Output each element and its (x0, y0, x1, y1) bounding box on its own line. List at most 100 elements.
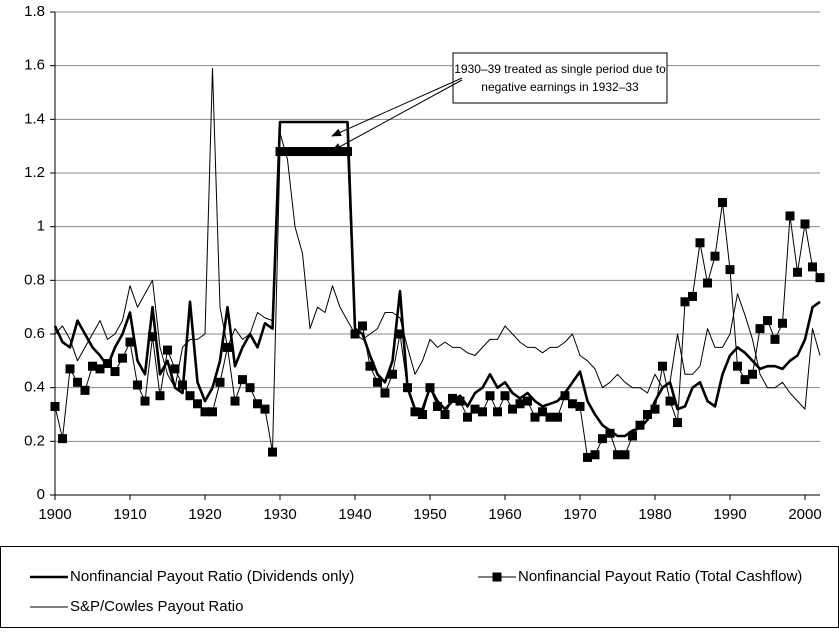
data-point (763, 316, 772, 326)
data-point (170, 364, 180, 374)
x-tick-label: 1900 (38, 506, 71, 523)
data-point (613, 450, 622, 460)
data-point (680, 297, 690, 307)
data-point (373, 377, 382, 387)
data-point (155, 391, 165, 401)
data-point (725, 265, 735, 275)
data-point (193, 399, 202, 409)
data-point (50, 401, 60, 411)
data-point (290, 147, 300, 157)
data-point (770, 334, 780, 344)
data-point (335, 147, 345, 157)
y-tick-label: 1.6 (24, 57, 45, 74)
data-point (95, 364, 105, 374)
x-tick-label: 1940 (338, 506, 371, 523)
data-point (643, 410, 652, 419)
data-point (110, 367, 120, 377)
data-point (530, 412, 540, 422)
y-tick-label: 1.4 (24, 110, 45, 127)
legend-label: Nonfinancial Payout Ratio (Total Cashflo… (518, 568, 802, 585)
data-point (440, 410, 450, 419)
y-tick-label: 1.2 (24, 164, 45, 181)
x-tick-label: 1910 (113, 506, 146, 523)
data-point (808, 262, 817, 272)
x-tick-label: 1920 (188, 506, 221, 523)
data-point (478, 407, 487, 417)
data-point (215, 377, 225, 387)
data-point (703, 278, 712, 288)
data-point (253, 399, 262, 409)
x-tick-label: 1930 (263, 506, 296, 523)
data-point (395, 329, 405, 339)
data-point (448, 393, 457, 403)
data-point (665, 396, 675, 406)
data-point (500, 391, 510, 401)
annotation: negative earnings in 1932–33 (481, 80, 639, 94)
data-point (733, 361, 742, 371)
data-point (73, 377, 82, 387)
data-point (598, 434, 607, 444)
data-point (343, 147, 352, 157)
data-point (418, 410, 427, 419)
data-point (545, 412, 555, 422)
y-tick-label: 1 (37, 218, 45, 235)
data-point (628, 431, 637, 441)
y-tick-label: 0.4 (24, 379, 45, 396)
data-point (590, 450, 600, 460)
data-point (650, 404, 660, 414)
data-point (313, 147, 322, 157)
data-point (125, 337, 135, 347)
data-point (673, 418, 682, 428)
x-tick-label: 1980 (638, 506, 671, 523)
annotation-arrow (331, 77, 463, 137)
data-point (358, 321, 367, 331)
data-point (275, 147, 285, 157)
data-point (523, 396, 532, 406)
plot-area: 0 0.2 0.4 0.6 0.8 1 1.2 1.4 1.6 1.8 1900 1910 1920 19… (24, 3, 825, 523)
data-point (425, 383, 435, 393)
data-point (410, 407, 420, 417)
annotation-arrow (331, 79, 463, 152)
data-point (200, 407, 210, 417)
data-point (470, 404, 480, 414)
data-point (65, 364, 75, 374)
data-point (298, 147, 307, 157)
data-point (583, 452, 592, 462)
data-point (403, 383, 412, 393)
x-tick-label: 1970 (563, 506, 596, 523)
data-point (365, 361, 375, 371)
y-tick-label: 1.8 (24, 3, 45, 20)
data-point (103, 359, 112, 369)
y-tick-label: 0.6 (24, 325, 45, 342)
legend-marker (492, 572, 502, 582)
data-point (755, 324, 765, 334)
data-point (800, 219, 810, 229)
data-point (80, 385, 90, 395)
data-point (283, 147, 292, 157)
y-tick-label: 0 (37, 486, 45, 503)
data-point (785, 211, 795, 221)
annotation: 1930–39 treated as single period due to (454, 62, 666, 76)
data-point (208, 407, 217, 417)
data-point (493, 407, 502, 417)
x-tick-label: 1990 (713, 506, 746, 523)
data-point (133, 380, 142, 390)
data-point (508, 404, 517, 414)
legend-label: Nonfinancial Payout Ratio (Dividends onl… (70, 568, 354, 585)
data-point (328, 147, 337, 157)
data-point (320, 147, 330, 157)
data-point (58, 434, 67, 444)
data-point (635, 420, 645, 430)
data-point (695, 238, 705, 248)
data-point (658, 361, 667, 371)
data-point (245, 383, 255, 393)
data-point (560, 391, 570, 401)
data-point (178, 380, 187, 390)
data-point (238, 375, 247, 385)
data-point (710, 251, 720, 261)
data-point (380, 388, 390, 398)
data-point (485, 391, 495, 401)
data-point (620, 450, 630, 460)
